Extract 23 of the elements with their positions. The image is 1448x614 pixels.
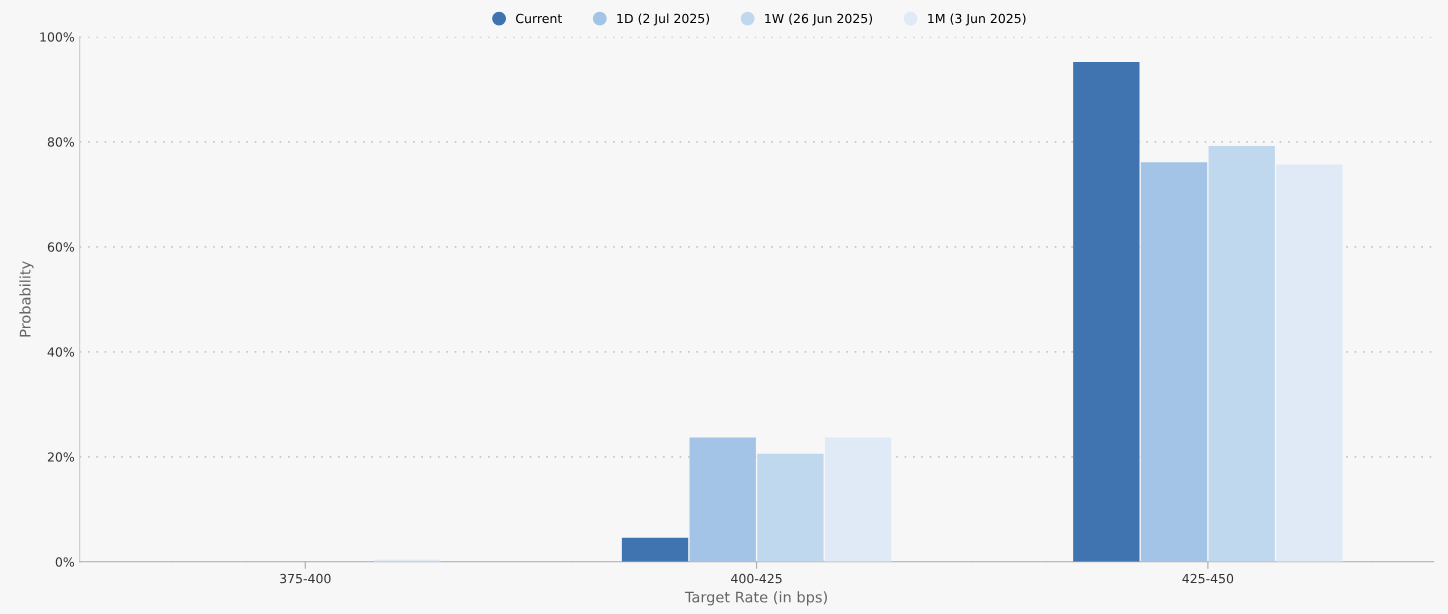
y-tick-label: 40%: [47, 347, 75, 357]
bar: [824, 437, 892, 562]
x-tick-label: 375-400: [280, 573, 331, 584]
y-tick-label: 80%: [47, 137, 75, 147]
bar: [757, 453, 824, 562]
bar: [1140, 162, 1208, 562]
legend-label: 1M (3 Jun 2025): [928, 13, 1026, 26]
x-tick-label: 400-425: [731, 573, 782, 584]
legend-label: 1W (26 Jun 2025): [765, 13, 873, 26]
y-tick-label: 100%: [40, 32, 75, 42]
legend-label: Current: [516, 13, 562, 24]
bar: [1208, 146, 1275, 562]
y-axis-title: Probability: [19, 261, 34, 337]
legend-label: 1D (2 Jul 2025): [617, 13, 710, 26]
y-tick-label: 0%: [55, 557, 75, 567]
y-tick-label: 60%: [47, 242, 75, 252]
bar: [689, 437, 756, 562]
bar: [621, 537, 689, 562]
bar: [1073, 62, 1140, 562]
bar: [1276, 164, 1343, 562]
y-tick-label: 20%: [47, 452, 75, 462]
x-axis-title: Target Rate (in bps): [684, 591, 827, 606]
x-tick-label: 425-450: [1182, 573, 1234, 584]
